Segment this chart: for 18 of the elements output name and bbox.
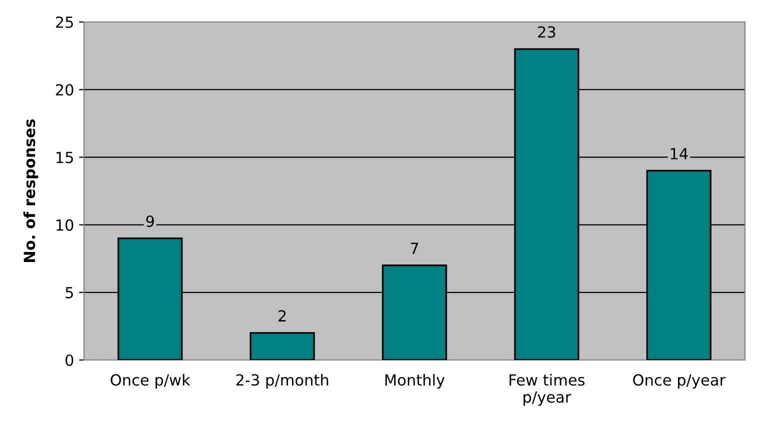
y-tick-label: 0 [66,354,74,366]
x-tick-label: Once p/wk [110,374,190,389]
bar [250,332,315,360]
y-tick-label: 10 [56,219,74,231]
data-label: 7 [410,242,418,254]
y-tick-label: 5 [66,287,73,298]
data-label: 23 [538,26,556,38]
x-tick-label: Once p/year [633,374,726,389]
x-tick-label: Few times p/year [510,374,585,406]
x-tick-label: 2-3 p/month [236,374,328,389]
data-label: 9 [146,215,154,228]
data-label: 14 [670,148,688,160]
y-tick-label: 15 [56,152,73,164]
y-axis-title: No. of responses [23,119,38,262]
y-tick-label: 25 [56,16,73,28]
data-label: 2 [278,310,286,322]
x-tick-label: Monthly [385,374,445,389]
y-tick-label: 20 [56,84,74,96]
